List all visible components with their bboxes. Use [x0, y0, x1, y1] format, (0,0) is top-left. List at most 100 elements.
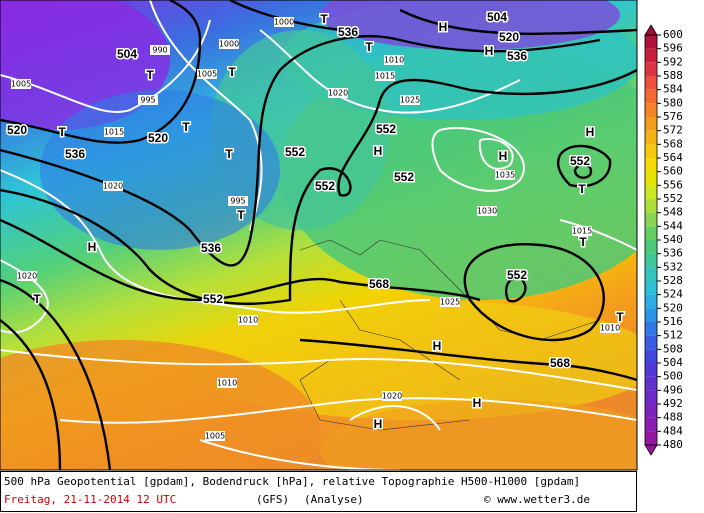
- colorbar-tick-label: 528: [663, 274, 683, 287]
- map-label: T: [58, 125, 66, 139]
- colorbar-band: [645, 144, 657, 158]
- colorbar-band: [645, 76, 657, 90]
- map-label: H: [473, 396, 482, 410]
- map-label: T: [616, 310, 624, 324]
- isobar-label: 1015: [375, 72, 395, 81]
- colorbar-band: [645, 417, 657, 432]
- colorbar-band: [645, 267, 657, 281]
- map-label: 552: [376, 122, 396, 136]
- isobar-label-bg: [375, 71, 395, 81]
- isobar-label: 995: [140, 96, 155, 105]
- colorbar-band: [645, 117, 657, 131]
- isobar-label: 1000: [219, 40, 239, 49]
- isobar-label: 1020: [17, 272, 37, 281]
- label-halo: 568: [550, 356, 570, 370]
- label-halo: 504: [487, 10, 507, 24]
- colorbar-band: [645, 308, 657, 322]
- colorbar-tick-label: 584: [663, 83, 683, 96]
- map-label: H: [374, 144, 383, 158]
- map-label: 520: [7, 123, 27, 137]
- colorbar-tick-label: 540: [663, 233, 683, 246]
- map-label: 552: [570, 154, 590, 168]
- isobar-label: 1030: [477, 207, 497, 216]
- map-label: 552: [285, 145, 305, 159]
- map-label: T: [33, 292, 41, 306]
- isobar-label: 1005: [197, 70, 217, 79]
- isobar-label: 1025: [400, 96, 420, 105]
- colorbar-tick-label: 576: [663, 110, 683, 123]
- label-halo: T: [616, 310, 624, 324]
- geopotential-contours: [0, 0, 637, 470]
- colorbar-tick-label: 504: [663, 356, 683, 369]
- isobar-label: 1000: [274, 18, 294, 27]
- field-orange: [0, 340, 320, 470]
- map-label: 552: [394, 170, 414, 184]
- map-label: 552: [315, 179, 335, 193]
- isobar-label-bg: [238, 315, 258, 325]
- isobar-label-bg: [11, 79, 31, 89]
- label-halo: H: [499, 149, 508, 163]
- colorbar-tick-label: 532: [663, 260, 683, 273]
- isobar-label: 1015: [572, 227, 592, 236]
- map-labels: 5045045205205365365205205365365525525525…: [5, 9, 626, 441]
- isobar-label-bg: [150, 45, 170, 55]
- colorbar-band: [645, 349, 657, 363]
- colorbar-band: [645, 35, 657, 49]
- colorbar-tick-label: 596: [663, 42, 683, 55]
- colorbar-tick-label: 556: [663, 178, 683, 191]
- map-label: T: [146, 68, 154, 82]
- isobar-label-bg: [274, 17, 294, 27]
- field-trough: [40, 90, 280, 250]
- colorbar-band: [645, 130, 657, 145]
- colorbar-tick-label: 512: [663, 329, 683, 342]
- map-label: T: [225, 147, 233, 161]
- isobar-label-bg: [600, 323, 620, 333]
- isobar-label: 1010: [238, 316, 258, 325]
- isobar-label-bg: [328, 88, 348, 98]
- label-halo: 568: [369, 277, 389, 291]
- label-halo: 520: [499, 30, 519, 44]
- isobar-label: 1005: [11, 80, 31, 89]
- map-label: 536: [338, 25, 358, 39]
- footer-model: (GFS): [256, 493, 289, 506]
- map-label: H: [586, 125, 595, 139]
- isobar-label-bg: [440, 297, 460, 307]
- field-purple: [320, 0, 620, 50]
- label-halo: H: [586, 125, 595, 139]
- map-label: T: [578, 182, 586, 196]
- map-label: T: [579, 235, 587, 249]
- isobar-label: 995: [230, 197, 245, 206]
- colorbar-tick-label: 560: [663, 165, 683, 178]
- colorbar-tick-label: 544: [663, 219, 683, 232]
- colorbar-band: [645, 431, 657, 445]
- colorbar-band: [645, 62, 657, 76]
- map-label: H: [439, 20, 448, 34]
- isobar-label-bg: [384, 55, 404, 65]
- colorbar-tick-label: 524: [663, 288, 683, 301]
- label-halo: T: [237, 208, 245, 222]
- colorbar-band: [645, 335, 657, 350]
- colorbar-band: [645, 48, 657, 63]
- isobar-label-bg: [382, 391, 402, 401]
- map-label: T: [320, 12, 328, 26]
- colorbar-band: [645, 253, 657, 268]
- colorbar-band: [645, 212, 657, 227]
- label-halo: T: [58, 125, 66, 139]
- label-halo: T: [146, 68, 154, 82]
- label-halo: 536: [201, 241, 221, 255]
- map-label: 568: [550, 356, 570, 370]
- colorbar-band: [645, 171, 657, 186]
- label-halo: 504: [117, 47, 137, 61]
- label-halo: 536: [65, 147, 85, 161]
- map-label: H: [374, 417, 383, 431]
- isobar-label-bg: [477, 206, 497, 216]
- label-halo: H: [374, 144, 383, 158]
- label-halo: H: [473, 396, 482, 410]
- isobar-label: 1010: [384, 56, 404, 65]
- colorbar-tick-label: 480: [663, 438, 683, 451]
- isobar-label-bg: [205, 431, 225, 441]
- label-halo: H: [88, 240, 97, 254]
- colorbar-tick-label: 548: [663, 206, 683, 219]
- colorbar-tick-label: 492: [663, 397, 683, 410]
- map-label: 552: [507, 268, 527, 282]
